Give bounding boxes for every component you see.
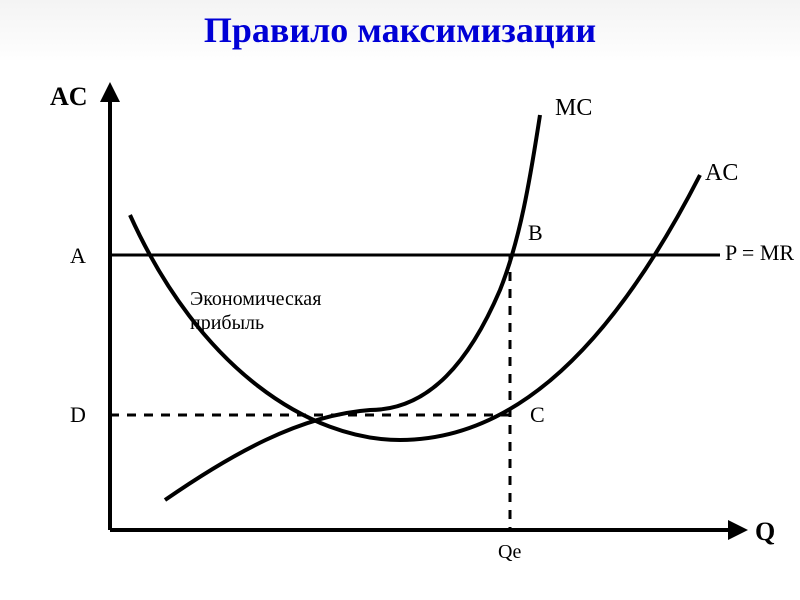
price-line-label: P = MR	[725, 240, 794, 265]
page-title: Правило максимизации	[204, 9, 596, 51]
point-a-label: A	[70, 243, 86, 268]
y-axis-label: AC	[50, 82, 88, 111]
profit-label-line2: прибыль	[190, 312, 264, 334]
chart-container: AC Q P = MR AC MC A B C D Qe Экономическаяприбыль	[0, 60, 800, 600]
mc-curve-label: MC	[555, 95, 592, 121]
economics-diagram: AC Q P = MR AC MC A B C D Qe Экономическаяприбыль	[0, 60, 800, 600]
ac-curve-label: AC	[705, 160, 738, 186]
profit-label-line1: Экономическая	[190, 288, 321, 310]
point-d-label: D	[70, 402, 86, 427]
point-c-label: C	[530, 402, 545, 427]
qe-label: Qe	[498, 541, 521, 563]
x-axis-label: Q	[755, 517, 775, 546]
point-b-label: B	[528, 220, 543, 245]
title-bar: Правило максимизации	[0, 0, 800, 60]
